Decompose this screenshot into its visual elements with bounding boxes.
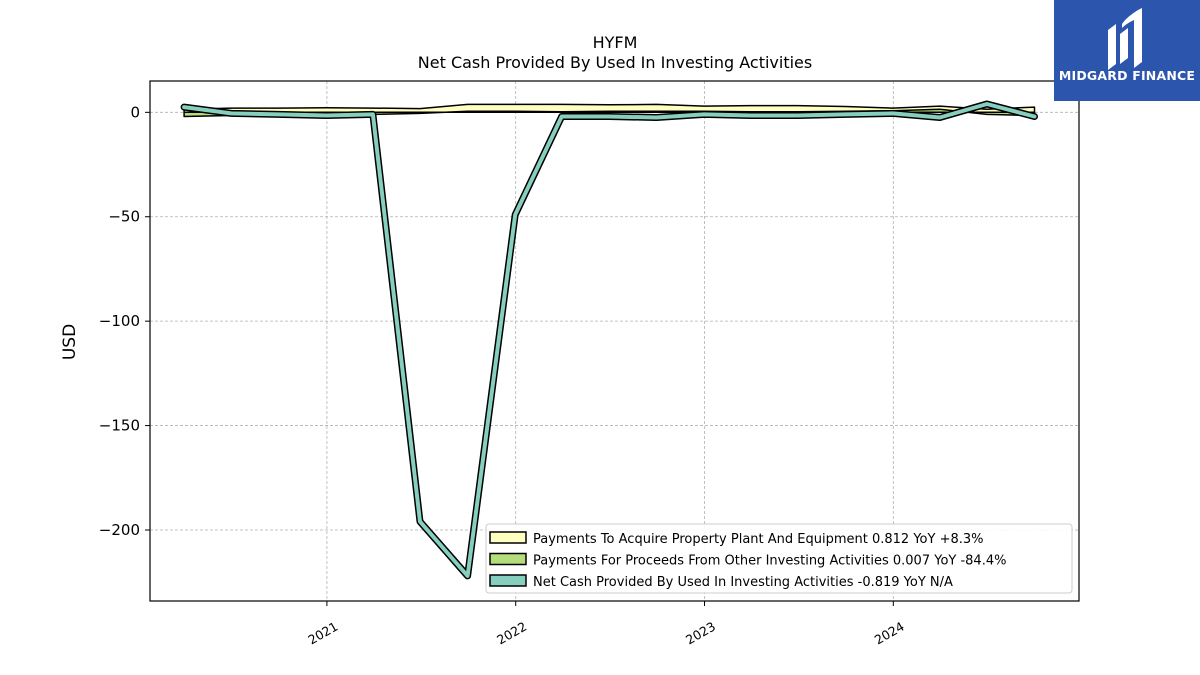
legend-swatch: [489, 574, 527, 587]
legend-label: Net Cash Provided By Used In Investing A…: [533, 575, 953, 590]
x-tick-label: 2023: [683, 619, 718, 648]
legend-label: Payments For Proceeds From Other Investi…: [533, 554, 1006, 569]
y-tick-label: −50: [108, 208, 140, 226]
logo-text: MIDGARD FINANCE: [1058, 68, 1196, 83]
series-line-2: [182, 102, 1037, 578]
x-tick-label: 2021: [305, 619, 340, 648]
legend-swatch: [489, 531, 527, 544]
x-tick-label: 2024: [872, 619, 907, 648]
grid: [150, 81, 1079, 601]
chart-subtitle: Net Cash Provided By Used In Investing A…: [418, 53, 812, 72]
y-axis-label: USD: [60, 324, 80, 360]
x-axis-ticks: 2021 2022 2023 2024: [305, 601, 907, 648]
legend-label: Payments To Acquire Property Plant And E…: [533, 532, 984, 547]
logo-mark-icon: [1108, 8, 1142, 70]
legend: Payments To Acquire Property Plant And E…: [485, 523, 1073, 594]
brand-logo: MIDGARD FINANCE: [1054, 0, 1200, 101]
y-tick-label: 0: [130, 103, 140, 121]
legend-box: [485, 523, 1073, 594]
y-tick-label: −150: [99, 417, 140, 435]
y-tick-label: −200: [99, 521, 140, 539]
y-axis-ticks: 0 −50 −100 −150 −200: [99, 103, 150, 539]
legend-swatch: [489, 552, 527, 566]
x-tick-label: 2022: [494, 619, 529, 648]
chart-title: HYFM: [593, 33, 638, 52]
y-tick-label: −100: [99, 312, 140, 330]
plot-frame: [149, 80, 1080, 602]
series-line-outline: [180, 100, 1038, 580]
line-series: [180, 100, 1038, 580]
